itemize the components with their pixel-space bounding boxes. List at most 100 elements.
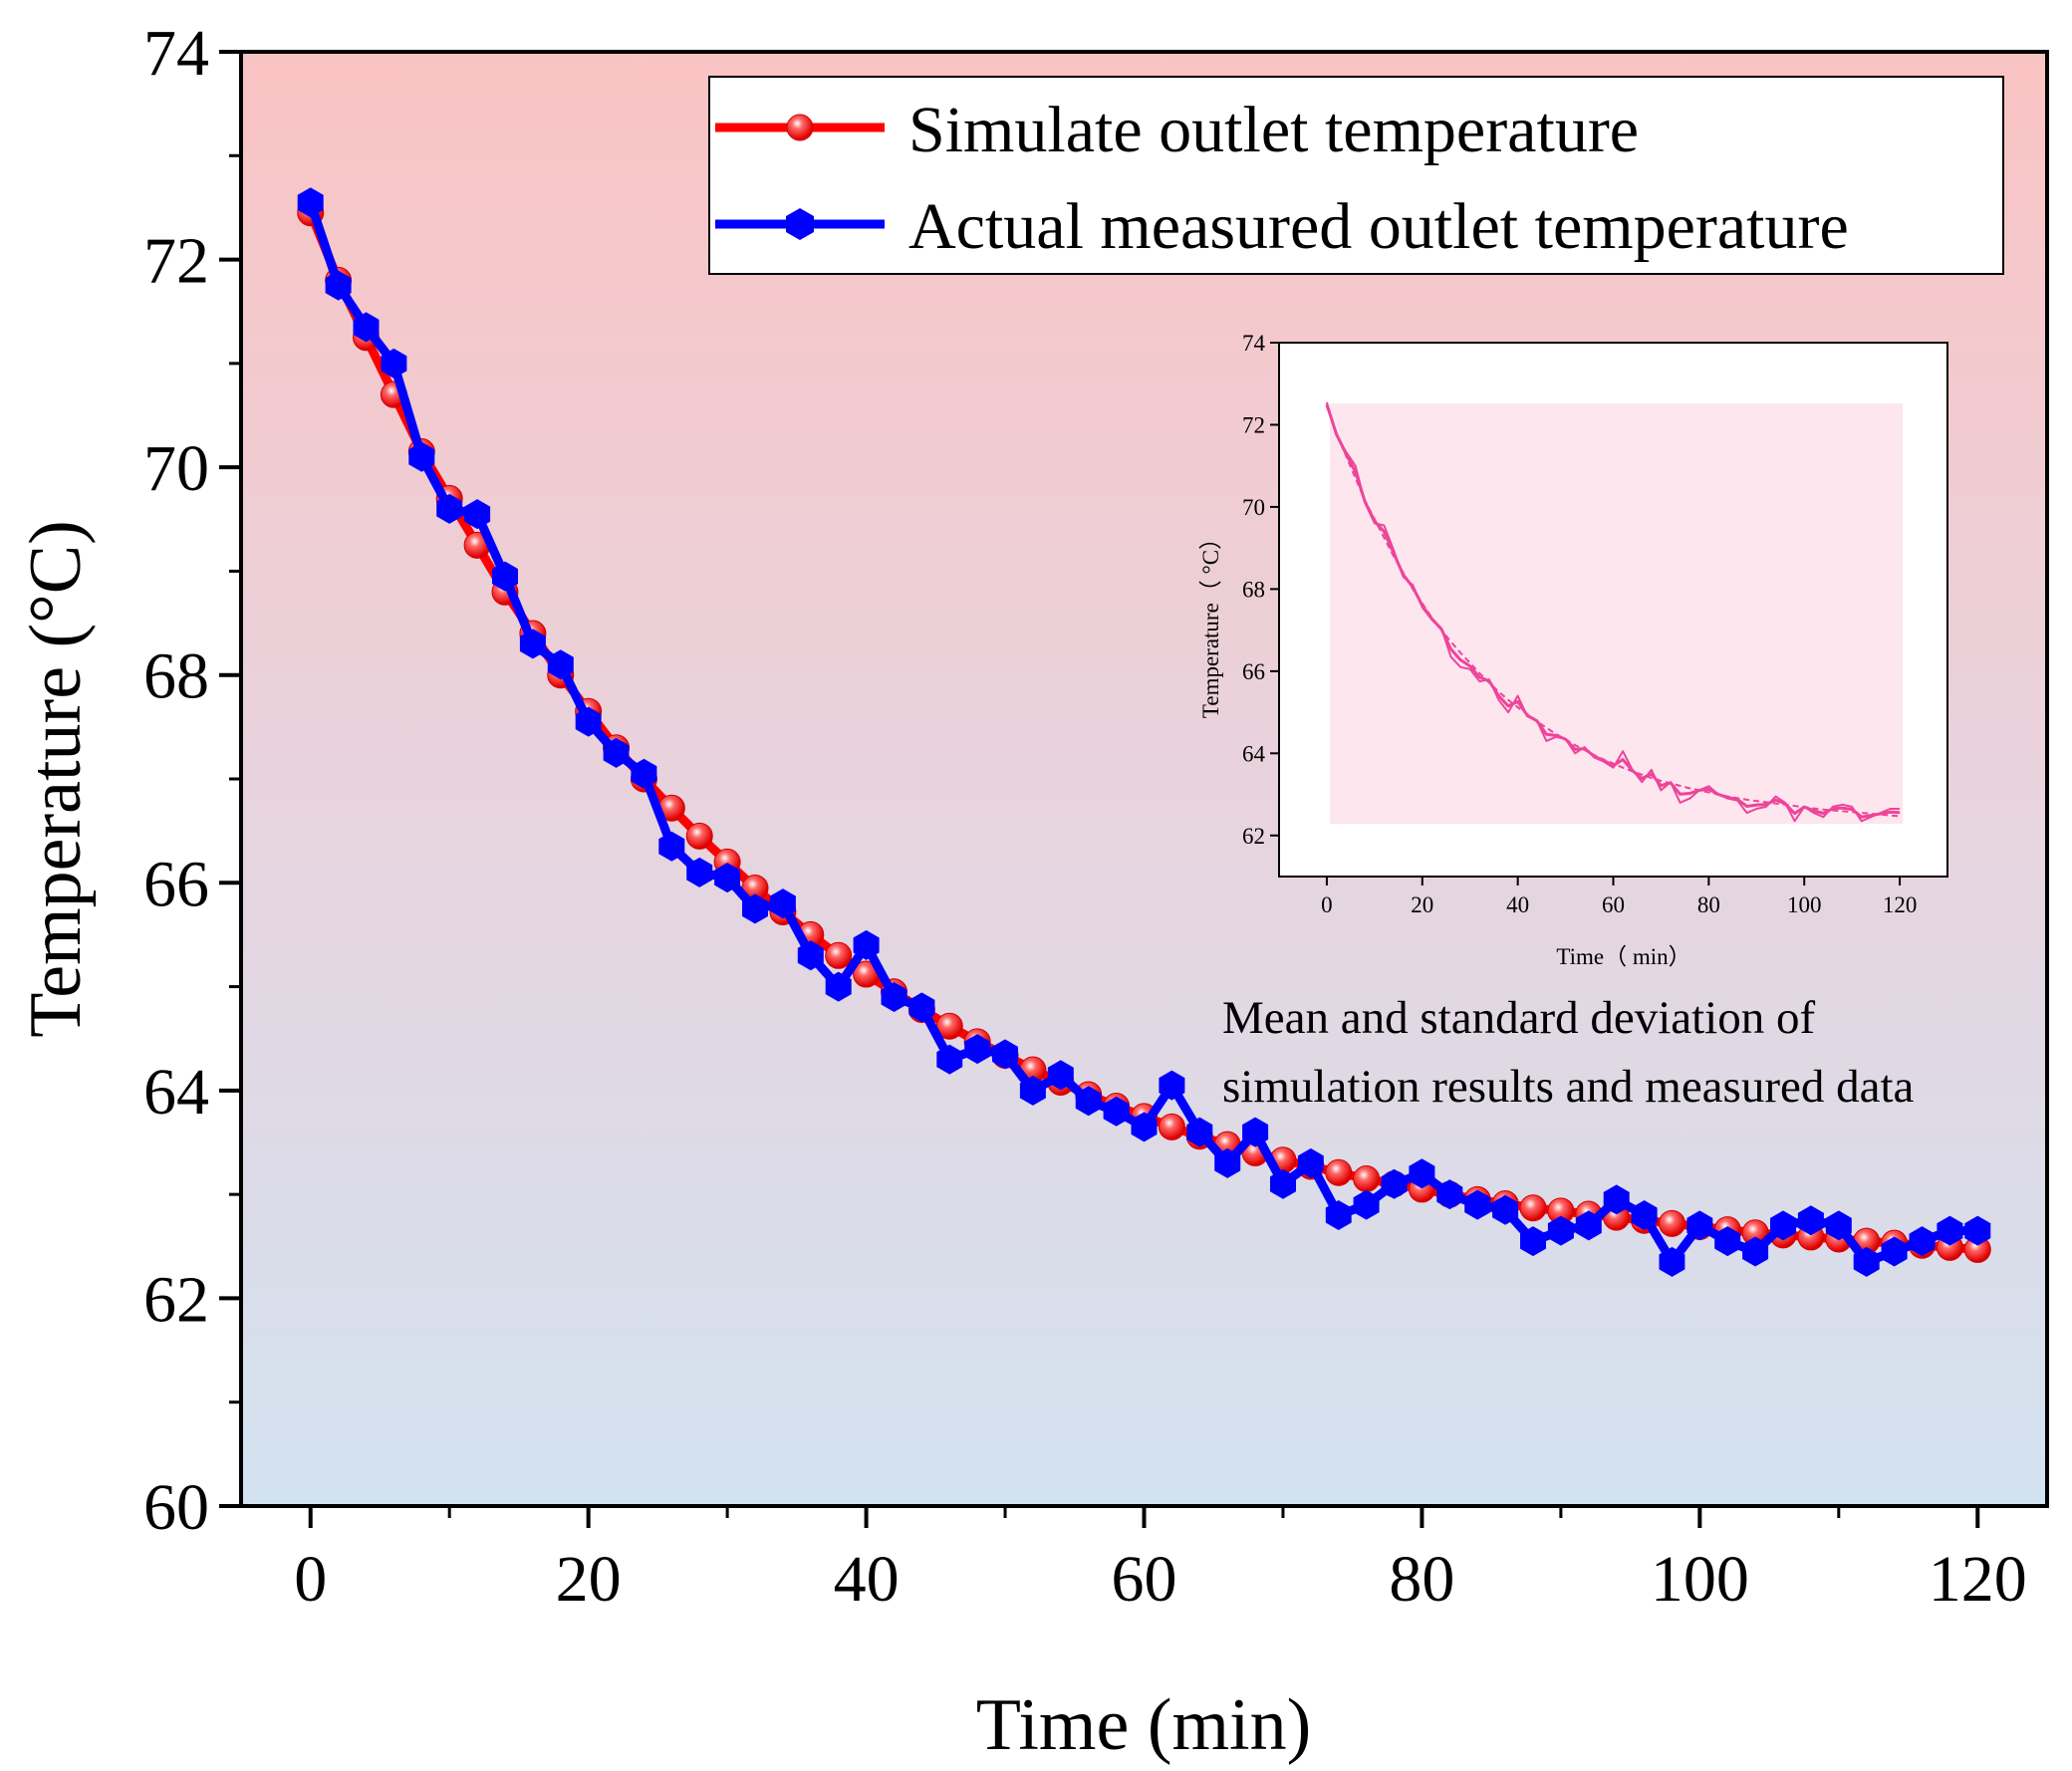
inset-x-tick-label: 60 <box>1602 892 1625 917</box>
inset-x-tick-label: 0 <box>1321 892 1333 917</box>
point-actual <box>853 929 880 960</box>
point-actual <box>964 1034 991 1065</box>
point-actual <box>297 187 324 218</box>
inset-x-axis-title: Time（ min） <box>1556 944 1690 969</box>
point-actual <box>1409 1158 1435 1189</box>
x-axis-title: Time (min) <box>976 1684 1311 1766</box>
point-actual <box>1631 1200 1658 1230</box>
point-actual <box>825 971 852 1002</box>
main-series <box>297 187 1991 1277</box>
inset-axes: 0 20 40 60 80 100 120 62 64 66 68 70 72 74 <box>1242 331 1917 917</box>
point-actual <box>1075 1086 1102 1117</box>
point-actual <box>742 893 768 924</box>
inset-shaded-region <box>1330 403 1903 824</box>
point-actual <box>492 561 518 592</box>
annotation-line-2: simulation results and measured data <box>1222 1061 1915 1113</box>
point-actual <box>992 1039 1018 1070</box>
point-actual <box>547 649 574 680</box>
point-actual <box>658 831 685 862</box>
point-actual <box>1520 1226 1546 1257</box>
point-actual <box>1242 1117 1269 1147</box>
y-axis-title: Temperature (°C) <box>15 520 97 1038</box>
point-actual <box>936 1044 963 1075</box>
inset-y-tick-label: 72 <box>1242 412 1265 437</box>
point-actual <box>1770 1210 1796 1241</box>
point-actual <box>1325 1200 1352 1230</box>
point-actual <box>1575 1210 1602 1241</box>
point-simulate <box>685 822 713 850</box>
point-actual <box>881 982 907 1012</box>
point-actual <box>603 737 630 768</box>
inset-x-tick-label: 100 <box>1787 892 1822 917</box>
point-actual <box>464 499 491 530</box>
inset-x-tick-label: 120 <box>1883 892 1918 917</box>
x-tick-label: 0 <box>294 1543 327 1616</box>
point-actual <box>1131 1112 1158 1142</box>
point-actual <box>1436 1179 1463 1210</box>
point-actual <box>1047 1060 1074 1091</box>
point-actual <box>1019 1075 1046 1106</box>
point-simulate <box>1158 1113 1185 1140</box>
point-actual <box>325 270 352 301</box>
inset-y-tick-label: 64 <box>1242 741 1266 766</box>
point-actual <box>1297 1147 1324 1178</box>
y-tick-label: 62 <box>143 1263 209 1336</box>
inset-y-axis-title: Temperature（ °C） <box>1198 527 1223 718</box>
point-actual <box>381 348 407 379</box>
point-actual <box>1353 1189 1380 1220</box>
point-actual <box>1825 1210 1852 1241</box>
legend-label-simulate: Simulate outlet temperature <box>908 94 1639 166</box>
point-simulate <box>825 941 853 969</box>
point-actual <box>1547 1215 1574 1246</box>
y-tick-label: 68 <box>143 640 209 713</box>
inset-y-tick-label: 68 <box>1242 577 1265 602</box>
inset-x-tick-label: 40 <box>1506 892 1529 917</box>
point-actual <box>575 706 602 737</box>
y-tick-label: 72 <box>143 225 209 298</box>
annotation-line-1: Mean and standard deviation of <box>1222 992 1815 1044</box>
x-tick-label: 40 <box>834 1543 900 1616</box>
point-actual <box>908 992 935 1023</box>
point-actual <box>1464 1189 1491 1220</box>
inset-x-tick-label: 20 <box>1411 892 1433 917</box>
point-simulate <box>1519 1194 1547 1222</box>
inset-series <box>1325 401 1901 823</box>
x-tick-label: 100 <box>1651 1543 1749 1616</box>
y-tick-label: 66 <box>143 848 209 920</box>
point-actual <box>797 940 824 971</box>
point-actual <box>1714 1226 1741 1257</box>
legend-box <box>708 76 2004 275</box>
point-simulate <box>1325 1158 1353 1186</box>
point-actual <box>408 441 435 472</box>
point-actual <box>1492 1194 1519 1225</box>
inset-frame <box>1278 342 1948 878</box>
point-actual <box>436 493 463 524</box>
point-actual <box>1270 1168 1296 1199</box>
point-actual <box>1159 1070 1185 1101</box>
inset-chart: 0 20 40 60 80 100 120 62 64 66 68 70 72 74 Time（ min）… <box>1198 331 1948 969</box>
point-actual <box>1937 1215 1963 1246</box>
point-simulate <box>1353 1165 1381 1192</box>
legend-marker-actual <box>786 208 814 240</box>
x-tick-label: 120 <box>1929 1543 2027 1616</box>
point-actual <box>1797 1205 1824 1236</box>
inset-y-tick-label: 70 <box>1242 495 1265 520</box>
legend-label-actual: Actual measured outlet temperature <box>908 190 1849 263</box>
point-actual <box>769 888 796 919</box>
point-actual <box>1964 1215 1991 1246</box>
point-actual <box>686 857 713 887</box>
point-actual <box>631 758 657 789</box>
legend: Simulate outlet temperature Actual measu… <box>708 76 2004 275</box>
inset-y-tick-label: 62 <box>1242 824 1265 849</box>
point-actual <box>1742 1236 1769 1267</box>
inset-y-tick-label: 74 <box>1242 331 1266 356</box>
y-tick-label: 60 <box>143 1471 209 1544</box>
plot-frame <box>239 50 2049 1508</box>
inset-x-tick-label: 80 <box>1697 892 1720 917</box>
y-tick-label: 70 <box>143 432 209 505</box>
point-actual <box>1909 1226 1936 1257</box>
inset-line-mean <box>1325 403 1901 819</box>
point-actual <box>1381 1168 1408 1199</box>
point-actual <box>714 863 741 893</box>
